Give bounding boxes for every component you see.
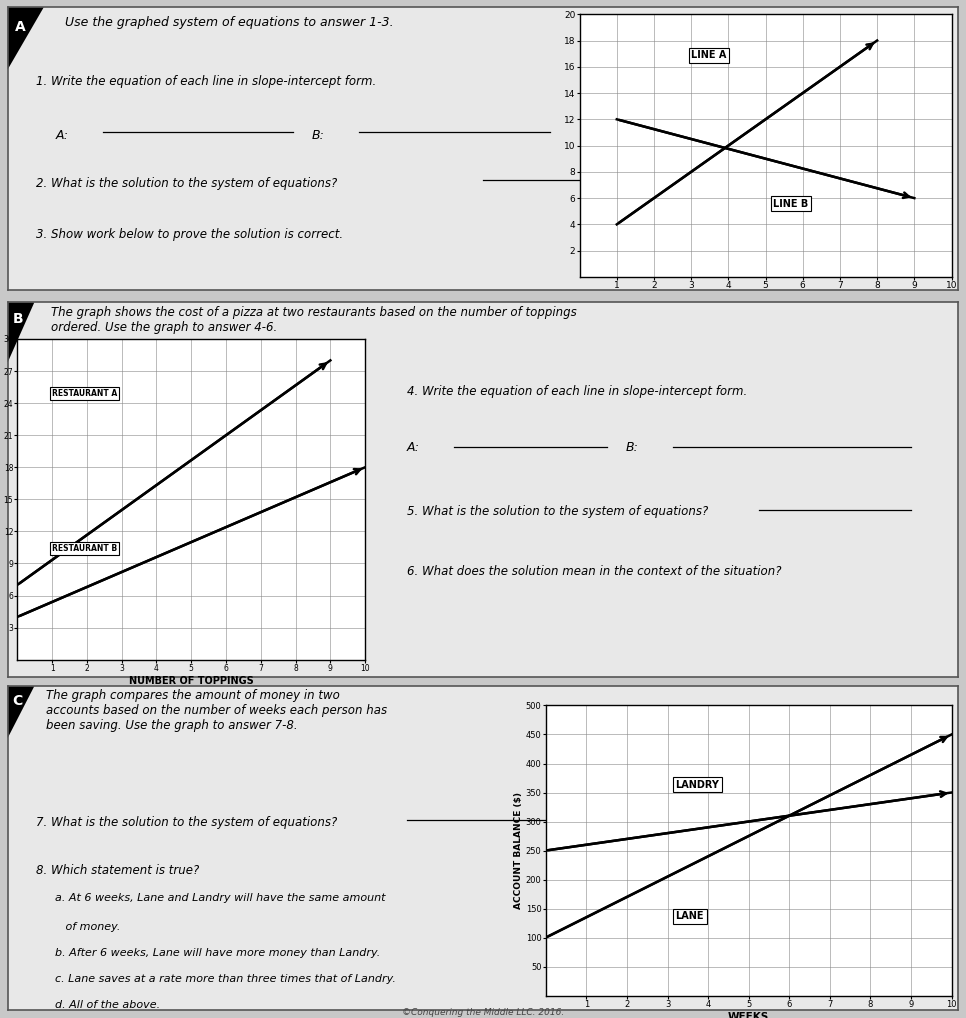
Text: 3. Show work below to prove the solution is correct.: 3. Show work below to prove the solution… bbox=[37, 228, 343, 241]
Text: 2. What is the solution to the system of equations?: 2. What is the solution to the system of… bbox=[37, 177, 337, 190]
Text: d. All of the above.: d. All of the above. bbox=[55, 1000, 160, 1010]
Text: LANE: LANE bbox=[675, 911, 704, 921]
Text: 4. Write the equation of each line in slope-intercept form.: 4. Write the equation of each line in sl… bbox=[407, 385, 748, 398]
Text: B:: B: bbox=[312, 129, 325, 142]
Text: of money.: of money. bbox=[55, 922, 121, 932]
Y-axis label: ACCOUNT BALANCE ($): ACCOUNT BALANCE ($) bbox=[514, 792, 523, 909]
Text: B: B bbox=[13, 312, 23, 326]
Text: RESTAURANT B: RESTAURANT B bbox=[52, 544, 117, 553]
Text: LINE B: LINE B bbox=[773, 199, 809, 209]
Text: A:: A: bbox=[407, 441, 420, 454]
X-axis label: NUMBER OF TOPPINGS: NUMBER OF TOPPINGS bbox=[128, 676, 254, 685]
Polygon shape bbox=[8, 302, 35, 362]
Text: The graph compares the amount of money in two
accounts based on the number of we: The graph compares the amount of money i… bbox=[45, 689, 386, 732]
Text: 8. Which statement is true?: 8. Which statement is true? bbox=[37, 864, 200, 878]
Text: A: A bbox=[15, 20, 26, 34]
Text: B:: B: bbox=[626, 441, 639, 454]
Text: 7. What is the solution to the system of equations?: 7. What is the solution to the system of… bbox=[37, 815, 337, 829]
Text: The graph shows the cost of a pizza at two restaurants based on the number of to: The graph shows the cost of a pizza at t… bbox=[50, 306, 577, 334]
Text: C: C bbox=[13, 694, 23, 709]
X-axis label: WEEKS: WEEKS bbox=[728, 1012, 769, 1018]
Text: LANDRY: LANDRY bbox=[675, 780, 720, 790]
Text: a. At 6 weeks, Lane and Landry will have the same amount: a. At 6 weeks, Lane and Landry will have… bbox=[55, 894, 385, 903]
Text: LINE A: LINE A bbox=[692, 50, 726, 60]
Text: 1. Write the equation of each line in slope-intercept form.: 1. Write the equation of each line in sl… bbox=[37, 75, 377, 88]
Text: 5. What is the solution to the system of equations?: 5. What is the solution to the system of… bbox=[407, 505, 708, 517]
Text: A:: A: bbox=[55, 129, 69, 142]
Text: 6. What does the solution mean in the context of the situation?: 6. What does the solution mean in the co… bbox=[407, 565, 781, 577]
Text: Use the graphed system of equations to answer 1-3.: Use the graphed system of equations to a… bbox=[65, 15, 393, 29]
Polygon shape bbox=[8, 686, 35, 738]
Text: c. Lane saves at a rate more than three times that of Landry.: c. Lane saves at a rate more than three … bbox=[55, 974, 396, 984]
Text: b. After 6 weeks, Lane will have more money than Landry.: b. After 6 weeks, Lane will have more mo… bbox=[55, 949, 381, 958]
Text: RESTAURANT A: RESTAURANT A bbox=[52, 389, 118, 398]
Polygon shape bbox=[8, 7, 43, 69]
Text: ©Conquering the Middle LLC. 2016.: ©Conquering the Middle LLC. 2016. bbox=[402, 1008, 564, 1017]
